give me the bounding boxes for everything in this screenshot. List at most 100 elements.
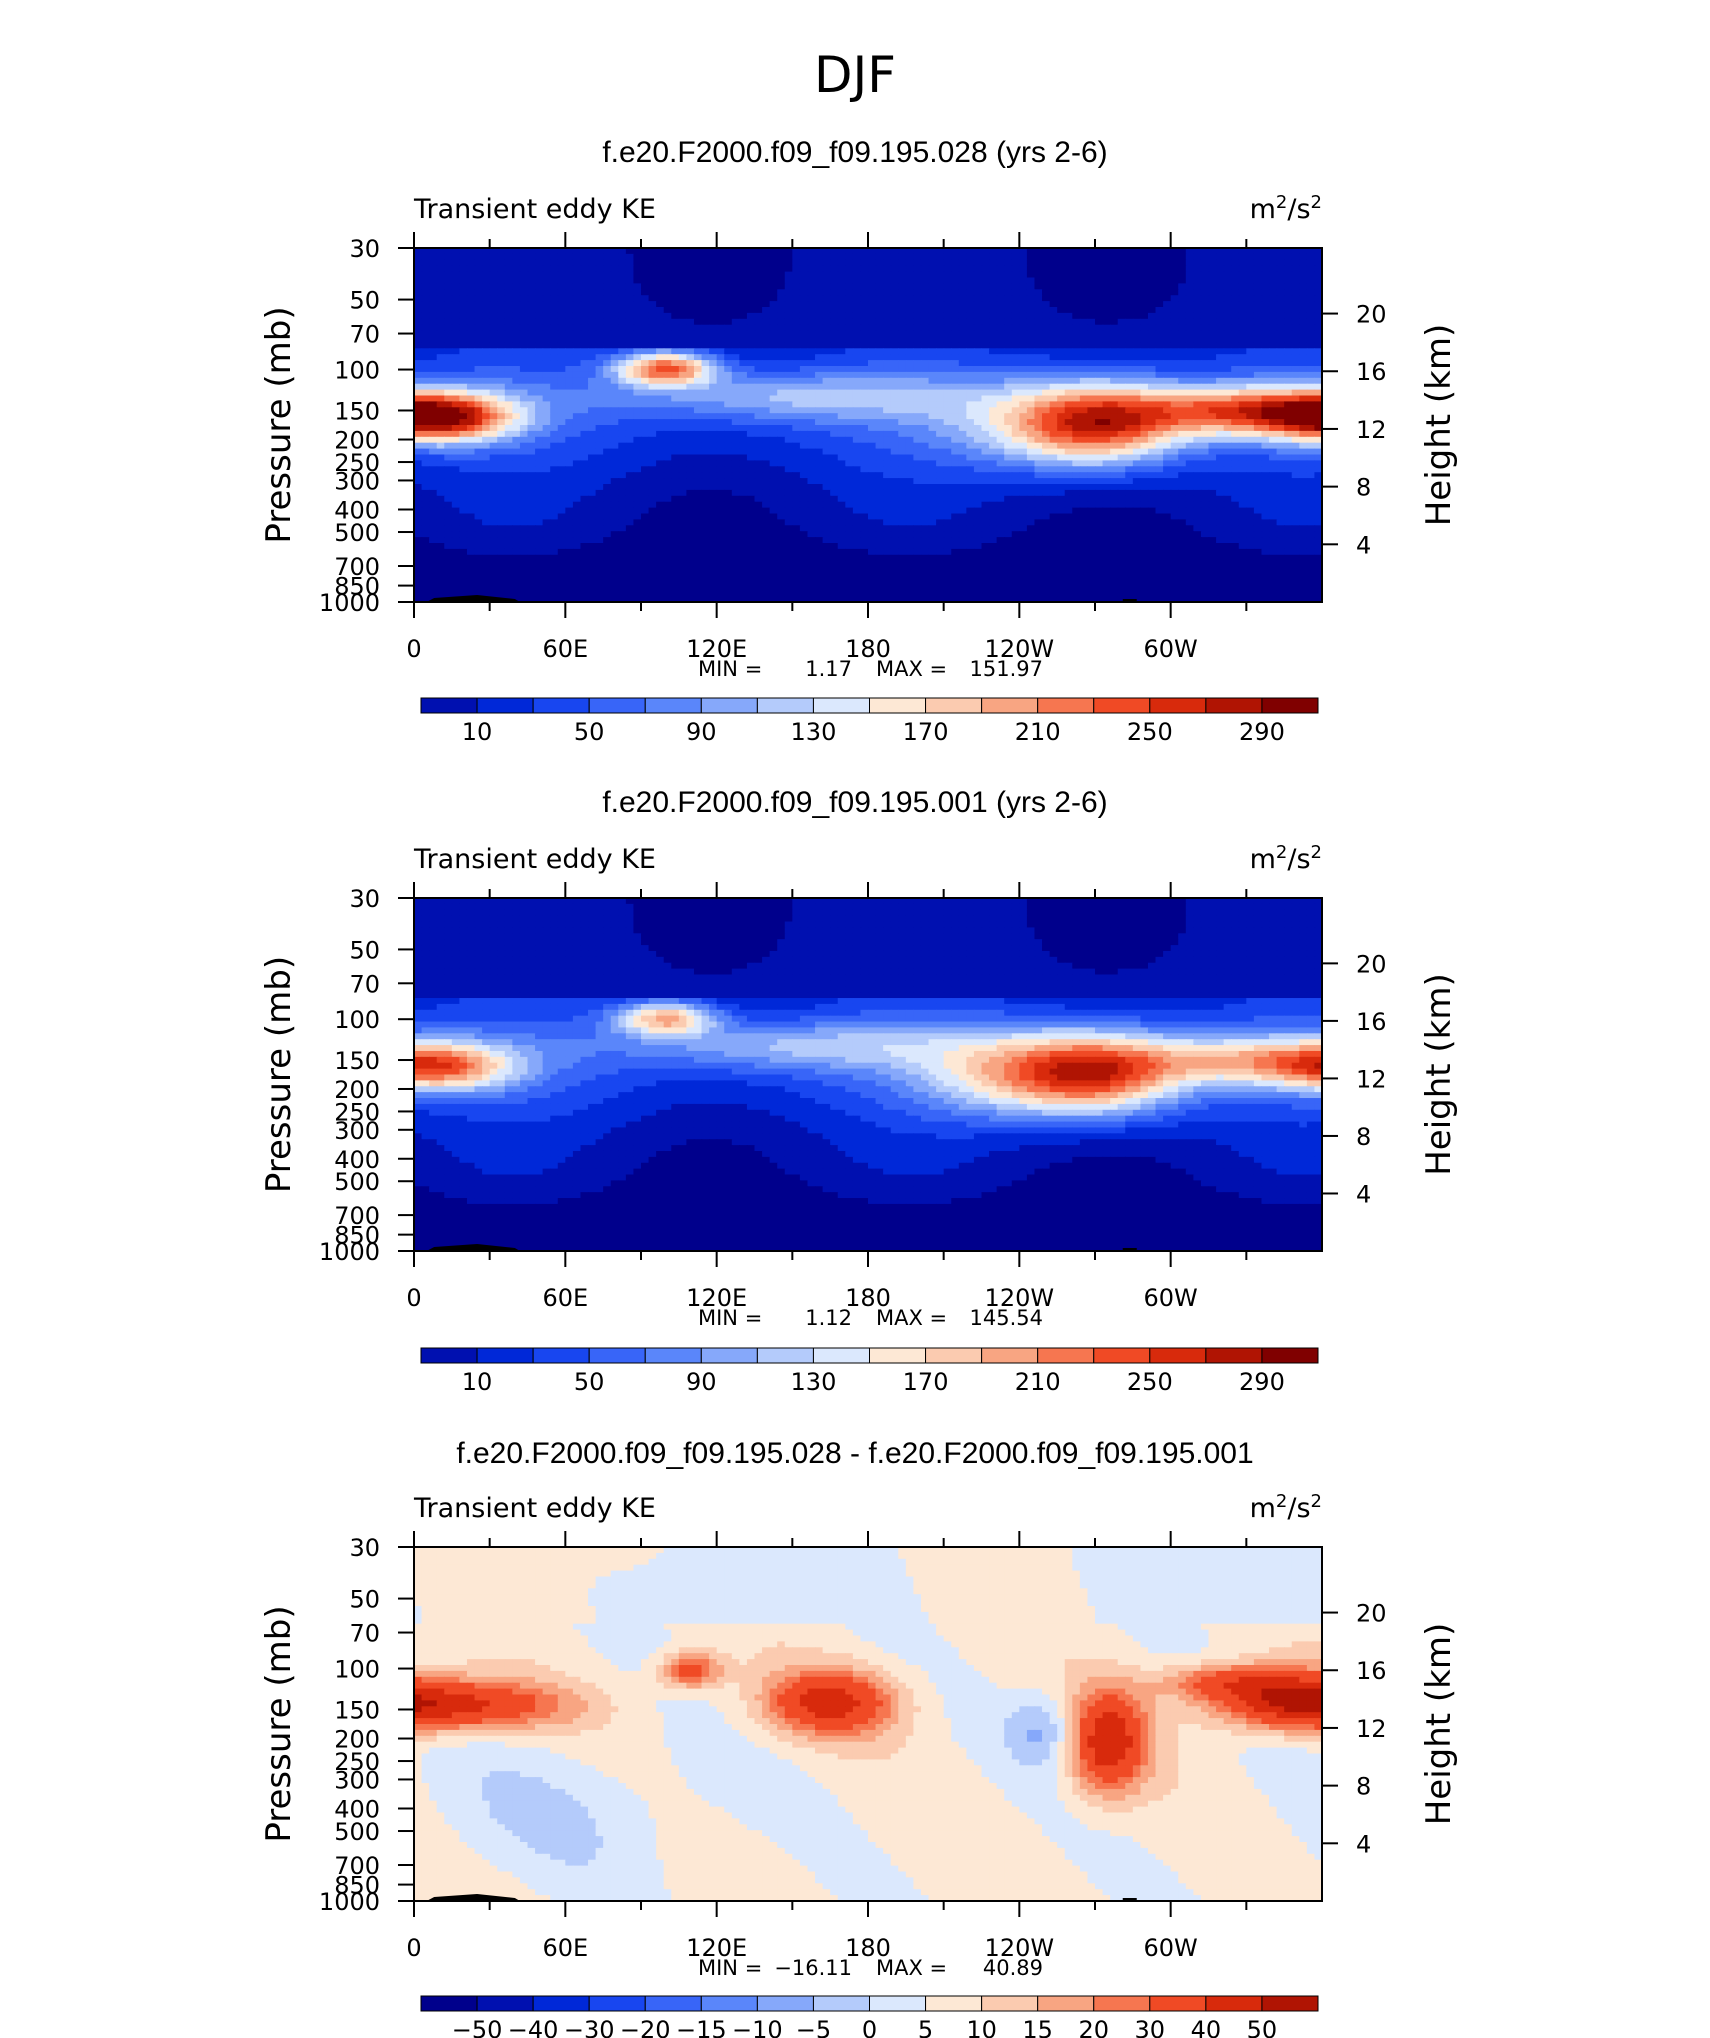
contour-cell xyxy=(1163,384,1171,391)
contour-cell xyxy=(997,313,1005,320)
contour-cell xyxy=(1012,266,1020,273)
contour-cell xyxy=(702,372,710,379)
contour-cell xyxy=(482,301,490,308)
contour-cell xyxy=(898,348,906,355)
contour-cell xyxy=(1307,425,1315,432)
contour-cell xyxy=(898,378,906,385)
contour-cell xyxy=(989,425,997,432)
contour-field xyxy=(414,248,1323,603)
contour-cell xyxy=(800,331,808,338)
contour-cell xyxy=(1254,295,1262,302)
contour-cell xyxy=(702,283,710,290)
contour-cell xyxy=(1156,260,1164,267)
contour-cell xyxy=(974,331,982,338)
contour-cell xyxy=(671,372,679,379)
contour-cell xyxy=(497,260,505,267)
contour-cell xyxy=(815,372,823,379)
contour-cell xyxy=(459,295,467,302)
contour-cell xyxy=(898,384,906,391)
contour-cell xyxy=(747,342,755,349)
contour-cell xyxy=(762,313,770,320)
contour-cell xyxy=(626,283,634,290)
contour-cell xyxy=(951,384,959,391)
contour-cell xyxy=(535,366,543,373)
contour-cell xyxy=(1156,354,1164,361)
contour-cell xyxy=(429,413,437,420)
contour-cell xyxy=(520,266,528,273)
contour-cell xyxy=(913,401,921,408)
contour-cell xyxy=(1118,348,1126,355)
contour-cell xyxy=(1299,342,1307,349)
contour-cell xyxy=(497,325,505,332)
contour-cell xyxy=(497,425,505,432)
contour-cell xyxy=(1004,348,1012,355)
contour-cell xyxy=(694,272,702,279)
contour-cell xyxy=(944,313,952,320)
contour-cell xyxy=(618,325,626,332)
contour-cell xyxy=(868,396,876,403)
contour-cell xyxy=(1148,401,1156,408)
contour-cell xyxy=(1133,354,1141,361)
contour-cell xyxy=(618,272,626,279)
contour-cell xyxy=(853,366,861,373)
contour-cell xyxy=(883,348,891,355)
contour-cell xyxy=(490,272,498,279)
contour-cell xyxy=(800,254,808,261)
contour-cell xyxy=(1307,307,1315,314)
contour-cell xyxy=(997,348,1005,355)
contour-cell xyxy=(1292,354,1300,361)
contour-cell xyxy=(512,325,520,332)
contour-cell xyxy=(1087,342,1095,349)
contour-cell xyxy=(868,384,876,391)
contour-cell xyxy=(1072,366,1080,373)
contour-cell xyxy=(777,266,785,273)
contour-cell xyxy=(876,319,884,326)
contour-cell xyxy=(671,342,679,349)
contour-cell xyxy=(891,289,899,296)
contour-cell xyxy=(800,283,808,290)
contour-cell xyxy=(1133,283,1141,290)
contour-cell xyxy=(1299,278,1307,285)
contour-cell xyxy=(853,295,861,302)
contour-cell xyxy=(1027,384,1035,391)
contour-cell xyxy=(1254,401,1262,408)
contour-cell xyxy=(694,260,702,267)
contour-cell xyxy=(649,278,657,285)
contour-cell xyxy=(656,307,664,314)
contour-cell xyxy=(906,272,914,279)
contour-cell xyxy=(1246,366,1254,373)
contour-cell xyxy=(664,266,672,273)
contour-cell xyxy=(444,366,452,373)
contour-cell xyxy=(414,431,422,438)
contour-cell xyxy=(838,260,846,267)
contour-cell xyxy=(596,372,604,379)
contour-cell xyxy=(497,431,505,438)
contour-cell xyxy=(785,337,793,344)
contour-cell xyxy=(603,384,611,391)
contour-cell xyxy=(823,425,831,432)
contour-cell xyxy=(747,331,755,338)
contour-cell xyxy=(800,390,808,397)
contour-cell xyxy=(1034,372,1042,379)
contour-cell xyxy=(452,266,460,273)
contour-cell xyxy=(633,272,641,279)
contour-cell xyxy=(1292,289,1300,296)
contour-cell xyxy=(913,331,921,338)
contour-cell xyxy=(535,301,543,308)
contour-cell xyxy=(1118,278,1126,285)
contour-cell xyxy=(694,278,702,285)
contour-cell xyxy=(679,295,687,302)
contour-cell xyxy=(709,289,717,296)
contour-cell xyxy=(414,407,422,414)
contour-cell xyxy=(868,254,876,261)
contour-cell xyxy=(823,372,831,379)
contour-cell xyxy=(490,407,498,414)
contour-cell xyxy=(944,342,952,349)
contour-cell xyxy=(724,295,732,302)
contour-cell xyxy=(679,354,687,361)
contour-cell xyxy=(959,278,967,285)
contour-cell xyxy=(1133,278,1141,285)
contour-cell xyxy=(641,348,649,355)
contour-cell xyxy=(580,295,588,302)
contour-cell xyxy=(1178,425,1186,432)
